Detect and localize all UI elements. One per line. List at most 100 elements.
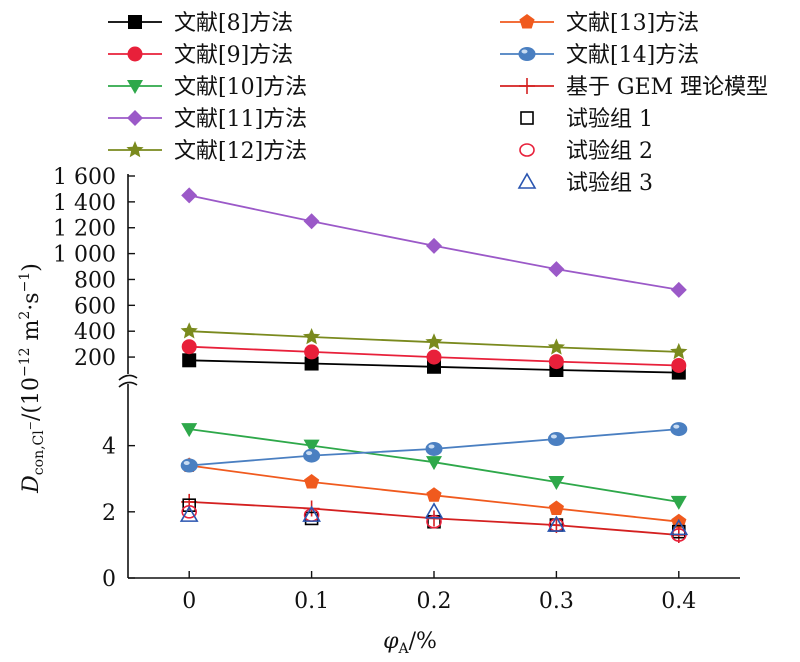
y-tick-label: 200 [74,346,116,371]
y-axis-title-exp-a: −12 [17,347,33,377]
y-axis-title-unit-b: m [19,319,44,347]
legend-label: 基于 GEM 理论模型 [566,75,768,100]
data-point [304,356,319,371]
marker-highlight [306,451,313,456]
legend-marker [519,14,535,29]
legend-marker [519,78,535,94]
legend-item: 文献[10]方法 [108,75,307,100]
legend-label: 文献[8]方法 [174,11,293,36]
data-point [303,213,320,230]
legend-item: 文献[8]方法 [108,11,293,36]
series-7 [180,422,688,473]
y-axis-title-exp-b: 2 [17,311,33,320]
data-point [425,441,443,456]
axis-break-stroke-1 [118,374,138,381]
data-point [670,281,687,298]
x-tick-label: 0.2 [417,589,452,614]
y-tick-label: 1 600 [53,165,116,190]
series-3 [181,423,687,510]
data-point [426,456,442,471]
y-axis-title-sub: con,Cl [31,430,47,475]
x-axis-title: φA/% [383,629,437,657]
y-tick-label: 1 000 [53,243,116,268]
data-point [180,322,198,339]
y-tick-label: 600 [74,294,116,319]
y-axis-title-unit-d: ) [19,263,44,272]
x-tick-label: 0.3 [539,589,574,614]
series-layer [179,187,689,543]
legend-marker [519,143,535,157]
data-point [179,505,199,522]
marker-body [670,422,688,437]
data-point [547,338,565,355]
data-point [548,500,564,515]
y-tick-label: 1 400 [53,191,116,216]
legend-marker [127,80,143,94]
y-tick-label: 0 [102,567,116,592]
legend-label: 文献[9]方法 [174,43,293,68]
legend-item: 文献[12]方法 [108,139,307,164]
y-tick-label: 400 [74,320,116,345]
y-tick-label: 1 200 [53,217,116,242]
legend-marker [127,46,143,62]
x-axis-title-unit: /% [409,629,437,654]
marker-highlight [521,49,528,54]
data-point [426,487,442,502]
legend-item: 试验组 2 [519,139,653,164]
data-point [426,349,442,365]
legend-marker [126,141,144,158]
data-point [670,342,688,360]
data-point [548,354,564,370]
data-point [669,518,689,536]
legend-label: 文献[13]方法 [566,11,699,36]
legend-item: 文献[14]方法 [500,43,699,68]
data-point [304,474,320,489]
data-point [182,353,197,368]
axis-break-mark [118,374,138,388]
marker-body [518,47,536,61]
y-axis-title-unit-c: ·s [19,292,44,310]
data-point [303,448,321,463]
data-point [182,498,196,513]
marker-body [180,458,198,473]
x-tick-label: 0.1 [294,589,329,614]
legend-marker [128,15,142,29]
x-axis-title-sub: A [397,641,409,657]
data-point [180,458,198,473]
axis-break-stroke-2 [118,381,138,388]
data-point [671,357,687,373]
y-axis-title-unit-a: /(10 [19,377,44,421]
series-5 [180,322,688,360]
data-point [426,514,442,529]
data-point [302,505,321,522]
legend-marker [517,172,537,189]
data-point [548,476,565,491]
legend-label: 文献[10]方法 [174,75,307,100]
legend-item: 文献[9]方法 [108,43,293,68]
data-point [548,261,565,278]
series-4 [181,187,687,298]
marker-highlight [428,444,435,449]
marker-highlight [550,434,557,439]
legend-label: 试验组 3 [566,171,653,196]
legend-label: 试验组 1 [566,107,653,132]
marker-highlight [673,424,680,429]
data-point [670,495,687,510]
data-point [547,432,565,447]
marker-body [303,448,321,463]
data-point [426,237,442,254]
data-point [425,333,443,350]
data-point [547,515,566,532]
data-point [181,339,197,355]
marker-highlight [183,460,190,465]
y-axis-title-sub-sup: − [24,421,37,430]
legend-item: 文献[11]方法 [108,107,307,132]
x-tick-label: 0 [182,589,196,614]
series-2 [181,339,687,373]
legend-marker [520,111,534,125]
legend-marker [127,110,143,126]
legend-label: 文献[11]方法 [174,107,307,132]
